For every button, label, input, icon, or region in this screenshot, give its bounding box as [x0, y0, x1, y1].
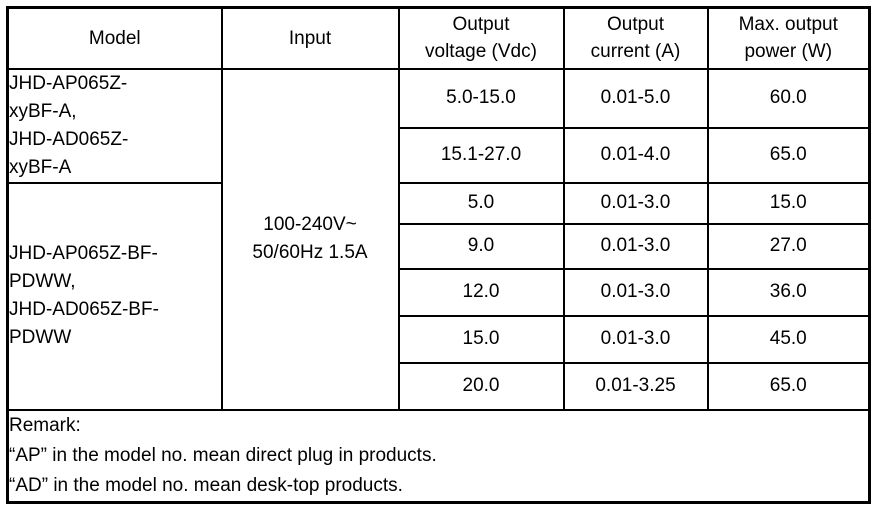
output-voltage-cell: 5.0-15.0	[397, 67, 565, 130]
max-power-cell: 65.0	[706, 127, 871, 184]
model-name-line: PDWW,	[9, 271, 76, 292]
model-name-line: JHD-AP065Z-BF-	[9, 243, 158, 264]
output-current-cell: 0.01-3.0	[562, 267, 709, 317]
col-header-output-voltage-line2: voltage (Vdc)	[425, 41, 537, 63]
col-header-output-current-line1: Output	[606, 14, 665, 36]
col-header-input: Input	[220, 6, 400, 70]
col-header-input-label: Input	[288, 27, 332, 49]
max-power-cell: 27.0	[706, 222, 871, 270]
table-row: 20.0 0.01-3.25 65.0	[8, 361, 871, 411]
remark-title: Remark:	[9, 414, 81, 436]
col-header-output-voltage-line1: Output	[452, 14, 510, 36]
model-name-line: xyBF-A	[9, 156, 72, 178]
table-row: 15.1-27.0 0.01-4.0 65.0	[8, 127, 871, 184]
col-header-max-power: Max. output power (W)	[706, 6, 871, 70]
model-name-line: JHD-AD065Z-	[9, 128, 129, 150]
model-name-line: PDWW	[9, 327, 72, 348]
model-name-line: JHD-AD065Z-BF-	[9, 299, 159, 320]
col-header-max-power-line1: Max. output	[738, 14, 838, 36]
table-row: 12.0 0.01-3.0 36.0	[8, 267, 871, 317]
output-current-cell: 0.01-5.0	[562, 67, 709, 130]
col-header-max-power-line2: power (W)	[744, 41, 833, 63]
output-current-cell: 0.01-3.0	[562, 222, 709, 270]
output-voltage-cell: 12.0	[397, 267, 565, 317]
table-row: 9.0 0.01-3.0 27.0	[8, 222, 871, 270]
max-power-cell: 65.0	[706, 361, 871, 411]
col-header-output-current: Output current (A)	[562, 6, 709, 70]
input-value-line: 50/60Hz 1.5A	[252, 242, 368, 263]
model-name-line: xyBF-A,	[9, 100, 77, 122]
remark-line-ap: “AP” in the model no. mean direct plug i…	[9, 444, 437, 466]
model-name-line: JHD-AP065Z-	[9, 72, 128, 94]
table-row: JHD-AP065Z-BF- PDWW, JHD-AD065Z-BF- PDWW…	[6, 181, 871, 411]
remark-row: Remark: “AP” in the model no. mean direc…	[6, 408, 871, 503]
output-voltage-cell: 20.0	[397, 361, 565, 411]
remark-line-ad: “AD” in the model no. mean desk-top prod…	[9, 474, 403, 496]
output-voltage-cell: 15.0	[397, 314, 565, 364]
col-header-model: Model	[6, 6, 223, 70]
output-voltage-cell: 5.0	[397, 181, 565, 225]
table-header-row: Model Input Output voltage (Vdc) Output …	[6, 6, 871, 70]
input-cell: 100-240V~ 50/60Hz 1.5A	[220, 67, 400, 411]
max-power-cell: 15.0	[706, 181, 871, 225]
output-current-cell: 0.01-3.25	[562, 361, 709, 411]
max-power-cell: 45.0	[706, 314, 871, 364]
output-voltage-cell: 15.1-27.0	[397, 127, 565, 184]
output-current-cell: 0.01-3.0	[562, 181, 709, 225]
model-group-1-cell: JHD-AP065Z- xyBF-A, JHD-AD065Z- xyBF-A	[6, 67, 223, 184]
max-power-cell: 60.0	[706, 67, 871, 130]
col-header-output-voltage: Output voltage (Vdc)	[397, 6, 565, 70]
model-group-2-cell: JHD-AP065Z-BF- PDWW, JHD-AD065Z-BF- PDWW	[6, 181, 223, 411]
output-current-cell: 0.01-4.0	[562, 127, 709, 184]
col-header-output-current-line2: current (A)	[590, 41, 681, 63]
power-spec-table: Model Input Output voltage (Vdc) Output …	[6, 6, 871, 504]
input-value-line: 100-240V~	[263, 214, 357, 235]
output-current-cell: 0.01-3.0	[562, 314, 709, 364]
remark-cell: Remark: “AP” in the model no. mean direc…	[6, 408, 871, 503]
col-header-model-label: Model	[88, 27, 141, 49]
table-row: 15.0 0.01-3.0 45.0	[8, 314, 871, 364]
table-row: JHD-AP065Z- xyBF-A, JHD-AD065Z- xyBF-A 1…	[6, 67, 871, 411]
output-voltage-cell: 9.0	[397, 222, 565, 270]
max-power-cell: 36.0	[706, 267, 871, 317]
